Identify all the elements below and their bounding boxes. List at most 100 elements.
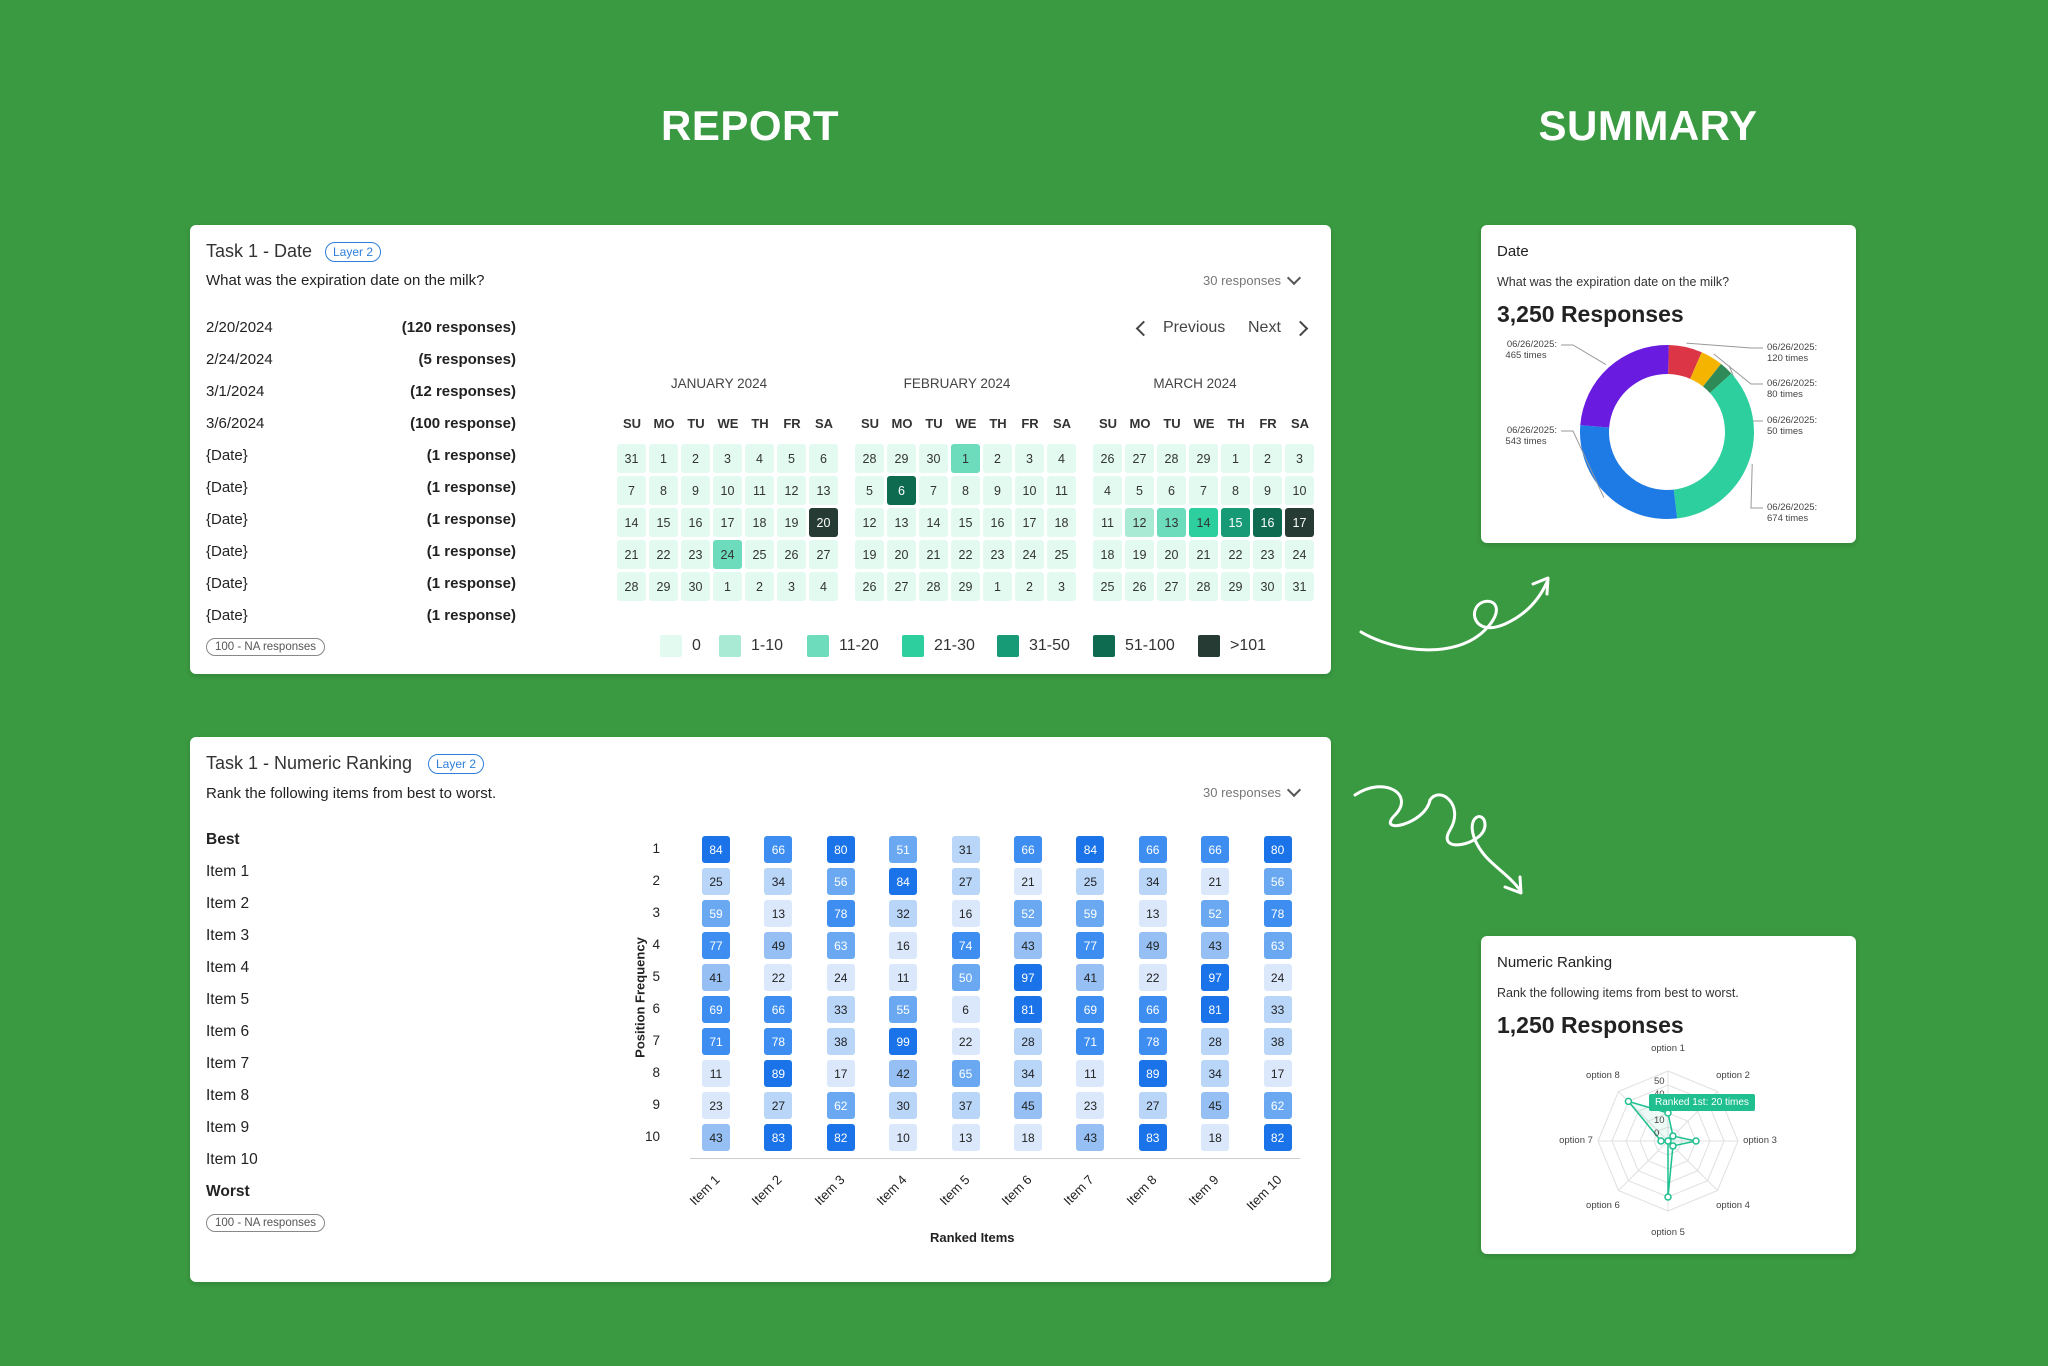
calendar-day[interactable]: 10 <box>1015 476 1044 505</box>
calendar-day[interactable]: 26 <box>855 572 884 601</box>
date-row[interactable]: {Date} (1 response) <box>206 575 516 592</box>
heatmap-cell[interactable]: 43 <box>1076 1124 1105 1151</box>
calendar-day[interactable]: 11 <box>1093 508 1122 537</box>
heatmap-cell[interactable]: 13 <box>764 900 793 927</box>
calendar-day[interactable]: 16 <box>681 508 710 537</box>
heatmap-cell[interactable]: 10 <box>889 1124 918 1151</box>
heatmap-cell[interactable]: 25 <box>1076 868 1105 895</box>
heatmap-cell[interactable]: 66 <box>1014 836 1042 863</box>
heatmap-cell[interactable]: 38 <box>1263 1028 1292 1055</box>
heatmap-cell[interactable]: 27 <box>951 868 980 895</box>
date-row[interactable]: {Date} (1 response) <box>206 479 516 496</box>
calendar-day[interactable]: 30 <box>681 572 710 601</box>
calendar-day[interactable]: 18 <box>745 508 774 537</box>
heatmap-cell[interactable]: 80 <box>826 836 855 863</box>
heatmap-cell[interactable]: 84 <box>702 836 730 863</box>
calendar-day[interactable]: 26 <box>1125 572 1154 601</box>
calendar-day[interactable]: 28 <box>1157 444 1186 473</box>
heatmap-cell[interactable]: 66 <box>764 996 793 1023</box>
rank-item[interactable]: Item 6 <box>206 1023 250 1040</box>
next-button[interactable]: Next <box>1248 319 1309 337</box>
calendar-day[interactable]: 23 <box>681 540 710 569</box>
heatmap-cell[interactable]: 56 <box>826 868 855 895</box>
radar-point[interactable] <box>1692 1137 1700 1145</box>
calendar-day[interactable]: 9 <box>681 476 710 505</box>
donut-slice[interactable] <box>1668 345 1702 379</box>
responses-dropdown[interactable]: 30 responses <box>1203 270 1302 288</box>
heatmap-cell[interactable]: 6 <box>951 996 980 1023</box>
heatmap-cell[interactable]: 27 <box>1138 1092 1167 1119</box>
heatmap-cell[interactable]: 69 <box>702 996 730 1023</box>
heatmap-cell[interactable]: 18 <box>1014 1124 1042 1151</box>
calendar-day[interactable]: 8 <box>649 476 678 505</box>
heatmap-cell[interactable]: 52 <box>1014 900 1042 927</box>
calendar-day[interactable]: 2 <box>681 444 710 473</box>
date-row[interactable]: 3/1/2024 (12 responses) <box>206 383 516 400</box>
radar-point[interactable] <box>1664 1137 1672 1145</box>
calendar-day[interactable]: 13 <box>809 476 838 505</box>
calendar-day[interactable]: 8 <box>951 476 980 505</box>
calendar-day[interactable]: 19 <box>855 540 884 569</box>
calendar-day[interactable]: 9 <box>983 476 1012 505</box>
calendar-day[interactable]: 1 <box>713 572 742 601</box>
heatmap-cell[interactable]: 22 <box>1138 964 1167 991</box>
calendar-day[interactable]: 2 <box>745 572 774 601</box>
calendar-day[interactable]: 4 <box>745 444 774 473</box>
radar-point[interactable] <box>1669 1142 1677 1150</box>
heatmap-cell[interactable]: 22 <box>764 964 793 991</box>
heatmap-cell[interactable]: 81 <box>1201 996 1230 1023</box>
heatmap-cell[interactable]: 31 <box>951 836 980 863</box>
heatmap-cell[interactable]: 78 <box>1263 900 1292 927</box>
heatmap-cell[interactable]: 59 <box>702 900 730 927</box>
heatmap-cell[interactable]: 11 <box>702 1060 730 1087</box>
calendar-day[interactable]: 16 <box>1253 508 1282 537</box>
calendar-day[interactable]: 7 <box>1189 476 1218 505</box>
calendar-day[interactable]: 15 <box>951 508 980 537</box>
calendar-day[interactable]: 6 <box>1157 476 1186 505</box>
calendar-day[interactable]: 3 <box>713 444 742 473</box>
heatmap-cell[interactable]: 28 <box>1201 1028 1230 1055</box>
calendar-day[interactable]: 7 <box>617 476 646 505</box>
calendar-day[interactable]: 30 <box>919 444 948 473</box>
heatmap-cell[interactable]: 83 <box>764 1124 793 1151</box>
calendar-day[interactable]: 10 <box>1285 476 1314 505</box>
radar-point[interactable] <box>1657 1137 1665 1145</box>
calendar-day[interactable]: 4 <box>1093 476 1122 505</box>
calendar-day[interactable]: 20 <box>887 540 916 569</box>
date-row[interactable]: 2/24/2024 (5 responses) <box>206 351 516 368</box>
calendar-day[interactable]: 31 <box>1285 572 1314 601</box>
calendar-day[interactable]: 15 <box>649 508 678 537</box>
calendar-day[interactable]: 25 <box>1093 572 1122 601</box>
heatmap-cell[interactable]: 22 <box>951 1028 980 1055</box>
donut-slice[interactable] <box>1580 345 1669 428</box>
calendar-day[interactable]: 28 <box>855 444 884 473</box>
heatmap-cell[interactable]: 49 <box>1138 932 1167 959</box>
heatmap-cell[interactable]: 89 <box>1138 1060 1167 1087</box>
heatmap-cell[interactable]: 28 <box>1014 1028 1042 1055</box>
rank-item[interactable]: Item 2 <box>206 895 250 912</box>
calendar-day[interactable]: 16 <box>983 508 1012 537</box>
heatmap-cell[interactable]: 66 <box>1138 836 1167 863</box>
calendar-day[interactable]: 29 <box>1189 444 1218 473</box>
heatmap-cell[interactable]: 17 <box>1263 1060 1292 1087</box>
heatmap-cell[interactable]: 34 <box>1201 1060 1230 1087</box>
calendar-day[interactable]: 22 <box>1221 540 1250 569</box>
heatmap-cell[interactable]: 34 <box>1014 1060 1042 1087</box>
calendar-day[interactable]: 31 <box>617 444 646 473</box>
calendar-day[interactable]: 18 <box>1093 540 1122 569</box>
radar-point[interactable] <box>1624 1097 1633 1106</box>
calendar-day[interactable]: 27 <box>887 572 916 601</box>
calendar-day[interactable]: 23 <box>983 540 1012 569</box>
heatmap-cell[interactable]: 63 <box>1263 932 1292 959</box>
heatmap-cell[interactable]: 43 <box>1014 932 1042 959</box>
calendar-day[interactable]: 17 <box>1015 508 1044 537</box>
calendar-day[interactable]: 19 <box>777 508 806 537</box>
heatmap-cell[interactable]: 38 <box>826 1028 855 1055</box>
heatmap-cell[interactable]: 66 <box>764 836 793 863</box>
heatmap-cell[interactable]: 17 <box>826 1060 855 1087</box>
heatmap-cell[interactable]: 84 <box>889 868 918 895</box>
calendar-day[interactable]: 3 <box>1015 444 1044 473</box>
heatmap-cell[interactable]: 16 <box>889 932 918 959</box>
rank-item[interactable]: Item 7 <box>206 1055 250 1072</box>
heatmap-cell[interactable]: 45 <box>1014 1092 1042 1119</box>
